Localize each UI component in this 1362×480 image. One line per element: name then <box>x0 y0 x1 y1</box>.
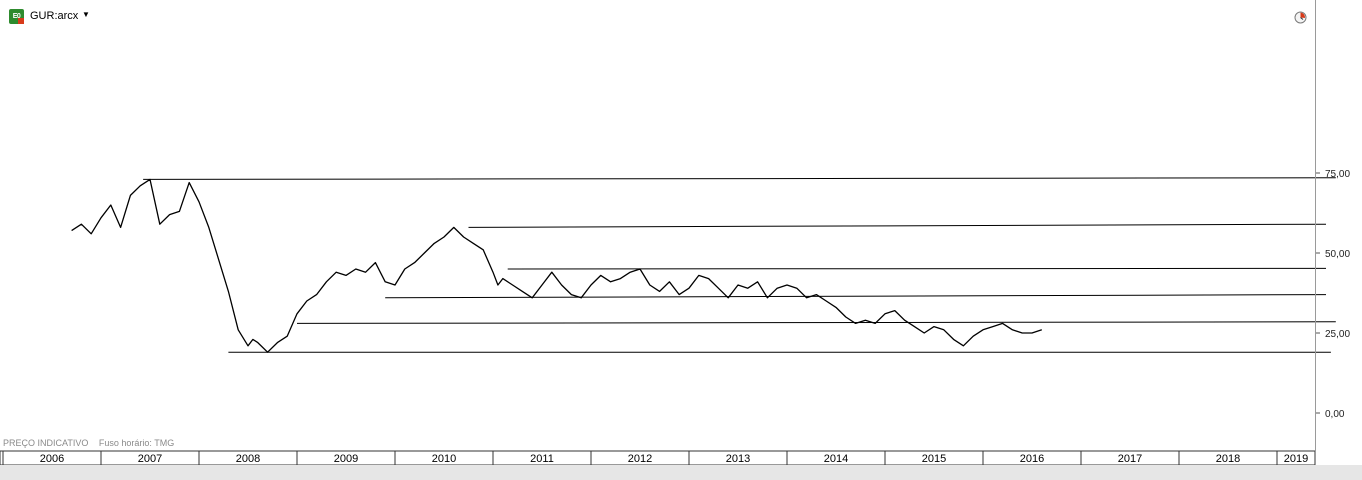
x-tick-label: 2017 <box>1118 453 1142 465</box>
x-tick-label: 2012 <box>628 453 652 465</box>
trend-line <box>468 223 1327 228</box>
x-tick-label: 2006 <box>40 453 64 465</box>
chart-header: E0 GUR:arcx ▼ <box>0 0 1315 32</box>
x-tick-label: 2008 <box>236 453 260 465</box>
x-tick-label: 2011 <box>530 453 554 465</box>
trend-line <box>143 177 1336 180</box>
x-tick-label: 2009 <box>334 453 358 465</box>
x-tick-label: 2007 <box>138 453 162 465</box>
y-tick-label: 25,00 <box>1325 329 1350 340</box>
indicative-price-label: PREÇO INDICATIVO <box>3 438 89 448</box>
y-axis-separator <box>1315 0 1316 480</box>
x-tick-label: 2014 <box>824 453 848 465</box>
trend-line <box>507 267 1327 270</box>
timezone-label: Fuso horário: TMG <box>98 438 175 448</box>
symbol-label[interactable]: GUR:arcx <box>30 10 79 22</box>
y-tick-label: 75,00 <box>1325 169 1350 180</box>
x-tick-label: 2010 <box>432 453 456 465</box>
x-tick-label: 2018 <box>1216 453 1240 465</box>
y-tick-label: 0,00 <box>1325 409 1345 420</box>
x-tick-label: 2015 <box>922 453 946 465</box>
price-series-line <box>71 178 1043 353</box>
exchange-logo-icon: E0 <box>9 9 24 24</box>
x-tick-label: 2019 <box>1284 453 1308 465</box>
status-bar: PREÇO INDICATIVO Fuso horário: TMG <box>3 438 182 448</box>
x-tick-label: 2013 <box>726 453 750 465</box>
chevron-down-icon[interactable]: ▼ <box>82 10 90 19</box>
y-tick-label: 50,00 <box>1325 249 1350 260</box>
trend-line <box>296 321 1336 324</box>
trend-line <box>385 294 1327 299</box>
clock-icon[interactable] <box>1294 11 1307 24</box>
bottom-scroll-strip[interactable] <box>0 465 1362 480</box>
x-tick-label: 2016 <box>1020 453 1044 465</box>
